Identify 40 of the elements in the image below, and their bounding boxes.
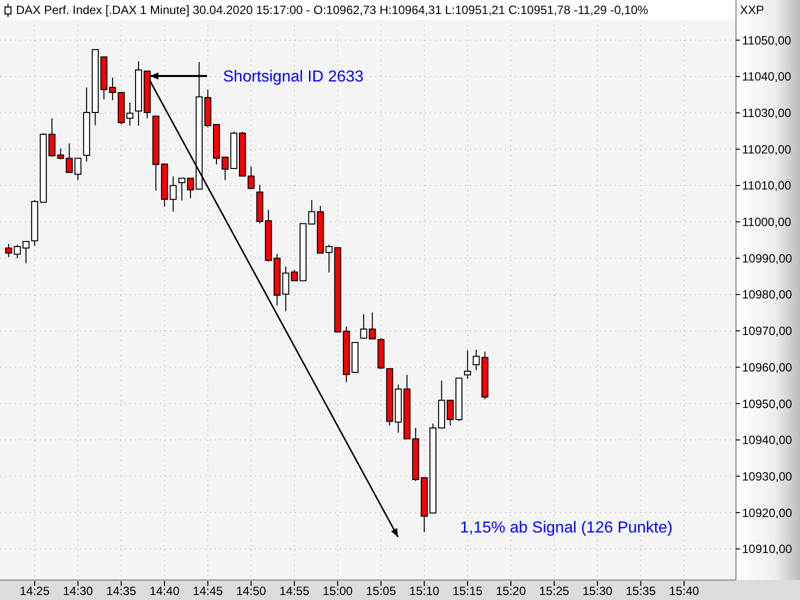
x-tick-label: 14:25 xyxy=(20,584,50,598)
y-tick-label: 11020,00 xyxy=(742,142,792,156)
y-tick-label: 10990,00 xyxy=(742,251,792,266)
y-tick-label: 10930,00 xyxy=(742,469,792,484)
y-tick-label: 11050,00 xyxy=(742,33,792,48)
x-tick-label: 14:55 xyxy=(279,584,310,598)
x-tick-label: 15:25 xyxy=(539,584,570,598)
x-tick-label: 15:20 xyxy=(496,584,526,598)
y-tick-label: 10970,00 xyxy=(742,324,792,338)
y-tick-label: 11030,00 xyxy=(742,106,792,120)
y-tick-label: 10940,00 xyxy=(742,433,792,448)
y-tick-label: 11000,00 xyxy=(742,215,792,230)
y-tick-label: 11040,00 xyxy=(742,70,792,84)
candlestick xyxy=(360,314,368,339)
x-tick-label: 14:40 xyxy=(150,584,180,598)
x-tick-label: 15:15 xyxy=(452,584,483,598)
candlestick xyxy=(464,350,472,380)
candlestick xyxy=(472,349,480,371)
candlestick xyxy=(126,102,134,126)
x-tick-label: 14:45 xyxy=(192,584,224,598)
y-tick-label: 11010,00 xyxy=(742,178,792,193)
x-tick-label: 15:05 xyxy=(366,584,396,598)
x-tick-label: 15:40 xyxy=(669,584,700,598)
annotation: 1,15% ab Signal (126 Punkte) xyxy=(460,520,673,537)
candlestick xyxy=(5,244,12,258)
y-tick-label: 10980,00 xyxy=(742,288,792,302)
x-tick-label: 14:50 xyxy=(236,584,266,598)
x-tick-label: 14:35 xyxy=(106,584,137,598)
x-tick-label: 15:35 xyxy=(626,584,656,598)
y-tick-label: 10910,00 xyxy=(742,542,792,556)
x-tick-label: 15:30 xyxy=(582,584,613,598)
annotation: Shortsignal ID 2633 xyxy=(223,68,364,86)
x-tick-label: 15:10 xyxy=(409,584,440,598)
y-tick-label: 10960,00 xyxy=(742,360,792,374)
y-axis-title: XXP xyxy=(740,3,764,17)
y-tick-label: 10950,00 xyxy=(742,396,792,411)
chart-title: DAX Perf. Index [.DAX 1 Minute] 30.04.2020 15:17:00 - O:10962,73 H:10964,31 L:10951,21 C:10951,78 -11,29 -0,10% xyxy=(16,3,649,17)
x-tick-label: 14:30 xyxy=(62,584,94,598)
x-tick-label: 15:00 xyxy=(322,584,354,598)
y-tick-label: 10920,00 xyxy=(742,506,792,520)
